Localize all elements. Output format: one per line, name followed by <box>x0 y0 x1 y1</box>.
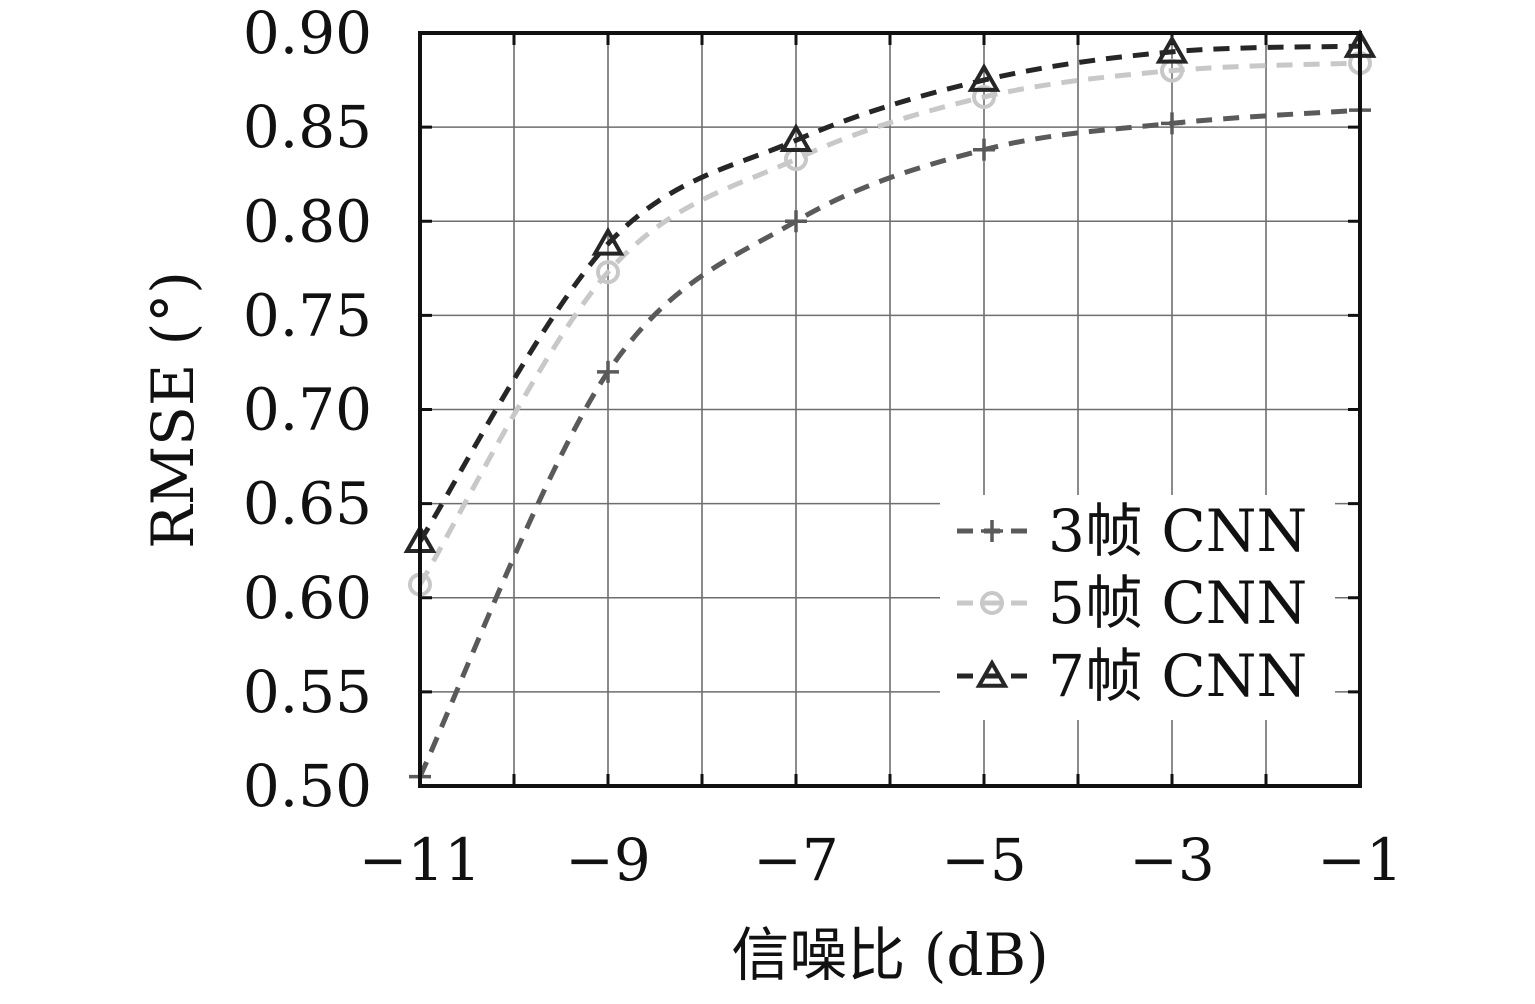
x-tick-label: −7 <box>753 826 839 894</box>
triangle-marker <box>591 226 625 256</box>
y-tick-label: 0.75 <box>243 281 372 349</box>
circle-marker <box>596 260 620 285</box>
plot-frame <box>418 31 1362 788</box>
legend-item: 3帧 CNN <box>957 497 1307 565</box>
x-tick-label: −9 <box>565 826 651 894</box>
legend-item: 5帧 CNN <box>957 569 1307 637</box>
plus-marker <box>973 138 995 161</box>
x-tick-label: −3 <box>1129 826 1215 894</box>
x-tick-label: −11 <box>359 826 481 894</box>
y-tick-label: 0.85 <box>243 93 372 161</box>
legend-label: 3帧 CNN <box>1048 497 1307 565</box>
circle-marker <box>972 85 996 110</box>
legend-label: 5帧 CNN <box>1048 569 1307 637</box>
y-tick-label: 0.65 <box>243 470 372 538</box>
legend-item: 7帧 CNN <box>957 642 1307 710</box>
circle-marker <box>980 591 1004 615</box>
triangle-marker <box>975 658 1009 688</box>
triangle-marker <box>1155 34 1189 64</box>
y-tick-label: 0.50 <box>243 752 372 820</box>
series-line <box>417 60 1361 586</box>
plus-marker <box>1161 112 1183 135</box>
plus-marker <box>981 520 1003 542</box>
y-tick-label: 0.55 <box>243 658 372 726</box>
x-axis-title: 信噪比 (dB) <box>731 921 1048 989</box>
y-axis-title: RMSE (°) <box>139 271 207 549</box>
x-tick-label: −1 <box>1317 826 1403 894</box>
y-tick-label: 0.80 <box>243 187 372 255</box>
y-tick-label: 0.60 <box>243 564 372 632</box>
plus-marker <box>597 360 619 383</box>
series-line <box>417 43 1361 543</box>
y-tick-label: 0.70 <box>243 376 372 444</box>
plus-marker <box>785 210 807 233</box>
legend-label: 7帧 CNN <box>1048 642 1307 710</box>
y-tick-label: 0.90 <box>243 0 372 67</box>
triangle-marker <box>967 63 1001 92</box>
triangle-marker <box>779 123 813 153</box>
legend-box <box>940 495 1335 720</box>
x-tick-label: −5 <box>941 826 1027 894</box>
